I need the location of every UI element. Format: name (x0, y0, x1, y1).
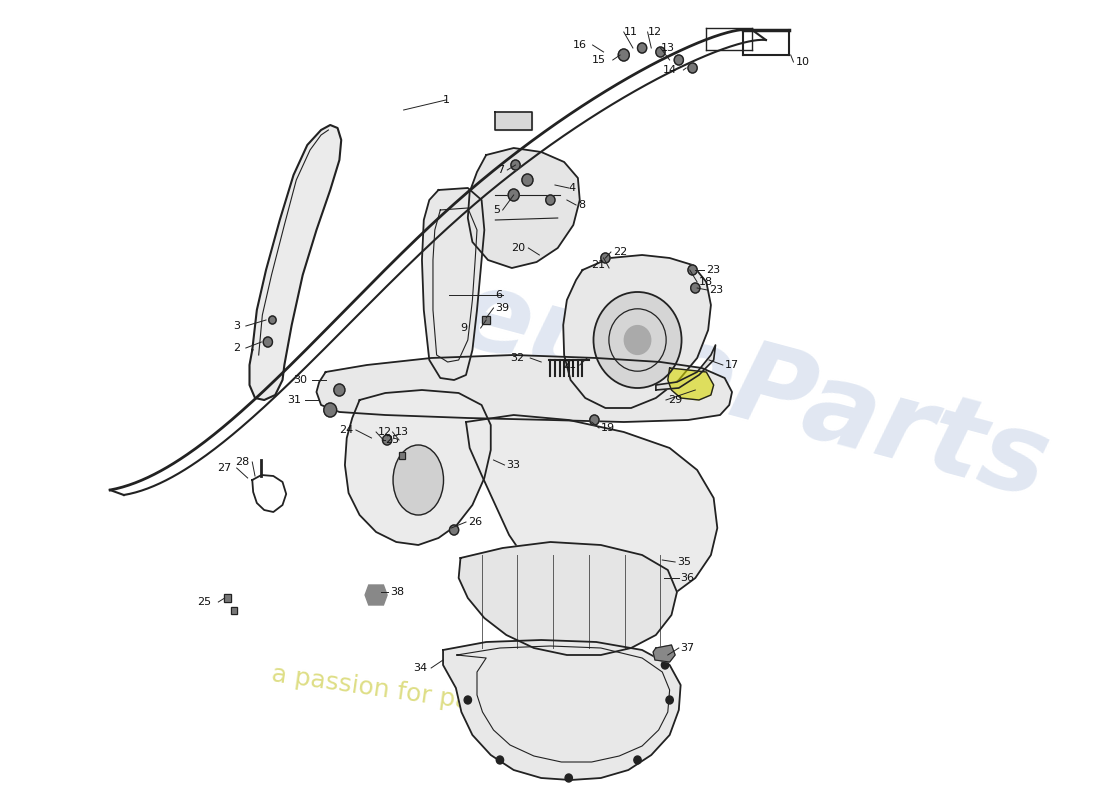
Polygon shape (317, 355, 732, 422)
Bar (223, 594, 231, 602)
Text: 27: 27 (217, 463, 231, 473)
Circle shape (521, 174, 534, 186)
Text: 35: 35 (676, 557, 691, 567)
Text: 9: 9 (461, 323, 468, 333)
Text: 15: 15 (592, 55, 605, 65)
Circle shape (508, 189, 519, 201)
Text: 1: 1 (442, 95, 450, 105)
Circle shape (625, 326, 651, 354)
Polygon shape (365, 585, 387, 605)
Polygon shape (443, 640, 681, 780)
Circle shape (263, 337, 273, 347)
Circle shape (618, 49, 629, 61)
Text: 13: 13 (660, 43, 674, 53)
Circle shape (674, 55, 683, 65)
Text: 26: 26 (468, 517, 482, 527)
Text: 16: 16 (573, 40, 587, 50)
Text: 11: 11 (624, 27, 638, 37)
Circle shape (334, 384, 345, 396)
Text: 25: 25 (385, 435, 399, 445)
Circle shape (496, 756, 504, 764)
Circle shape (450, 525, 459, 535)
Ellipse shape (393, 445, 443, 515)
Text: 39: 39 (495, 303, 509, 313)
Text: 34: 34 (414, 663, 428, 673)
Circle shape (590, 415, 600, 425)
Text: 33: 33 (506, 460, 520, 470)
Text: 30: 30 (294, 375, 307, 385)
Circle shape (688, 63, 697, 73)
Text: 20: 20 (512, 243, 526, 253)
Circle shape (383, 435, 392, 445)
Text: 36: 36 (681, 573, 694, 583)
Text: 21: 21 (592, 260, 605, 270)
Text: 31: 31 (287, 395, 301, 405)
Polygon shape (422, 188, 484, 380)
Circle shape (510, 160, 520, 170)
Text: euroParts: euroParts (444, 259, 1060, 521)
Circle shape (656, 47, 666, 57)
Circle shape (601, 253, 610, 263)
Text: 6: 6 (496, 290, 503, 300)
Circle shape (691, 283, 700, 293)
Polygon shape (466, 415, 717, 608)
Text: 4: 4 (569, 183, 576, 193)
Text: 22: 22 (613, 247, 627, 257)
Polygon shape (563, 255, 711, 408)
Text: 10: 10 (796, 57, 811, 67)
Text: 37: 37 (681, 643, 695, 653)
Bar (231, 606, 238, 614)
Text: 18: 18 (698, 277, 713, 287)
Bar (231, 606, 238, 614)
Bar (223, 594, 231, 602)
Text: 21: 21 (562, 360, 576, 370)
Polygon shape (459, 542, 676, 655)
Text: 13: 13 (395, 427, 408, 437)
Text: a passion for parts since 1985: a passion for parts since 1985 (270, 662, 648, 738)
Text: 29: 29 (668, 395, 682, 405)
Polygon shape (495, 112, 532, 130)
Text: 14: 14 (663, 65, 676, 75)
Polygon shape (668, 368, 714, 400)
Text: 24: 24 (339, 425, 353, 435)
Circle shape (565, 774, 572, 782)
Circle shape (464, 696, 472, 704)
Text: 23: 23 (706, 265, 721, 275)
Text: 8: 8 (578, 200, 585, 210)
Text: 5: 5 (493, 205, 499, 215)
Circle shape (661, 661, 669, 669)
Text: 38: 38 (389, 587, 404, 597)
Polygon shape (653, 645, 675, 662)
Circle shape (688, 265, 697, 275)
Text: 3: 3 (233, 321, 240, 331)
Text: 12: 12 (378, 427, 392, 437)
Text: 19: 19 (601, 423, 615, 433)
Text: 2: 2 (233, 343, 240, 353)
Bar (398, 451, 405, 458)
Text: 28: 28 (235, 457, 250, 467)
Bar (483, 316, 490, 324)
Text: 25: 25 (197, 597, 211, 607)
Text: 17: 17 (725, 360, 739, 370)
Polygon shape (250, 125, 341, 400)
Polygon shape (345, 390, 491, 545)
Circle shape (546, 195, 556, 205)
Circle shape (666, 696, 673, 704)
Text: 32: 32 (510, 353, 525, 363)
Bar (483, 316, 490, 324)
Bar (398, 451, 405, 458)
Circle shape (268, 316, 276, 324)
Polygon shape (656, 345, 715, 390)
Text: 12: 12 (648, 27, 662, 37)
Text: 23: 23 (710, 285, 723, 295)
Circle shape (323, 403, 337, 417)
Text: 7: 7 (497, 165, 505, 175)
Circle shape (594, 292, 682, 388)
Polygon shape (468, 148, 580, 268)
Circle shape (634, 756, 641, 764)
Circle shape (638, 43, 647, 53)
